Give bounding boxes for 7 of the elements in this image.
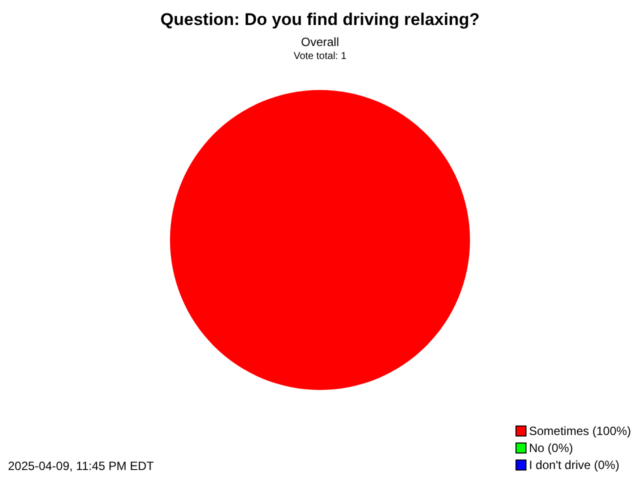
text: Vote total: 1 xyxy=(294,51,347,62)
chart-subtitle: Overall xyxy=(300,35,340,49)
legend-label: Sometimes (100%) xyxy=(529,424,632,438)
legend-label: I don't drive (0%) xyxy=(529,458,620,472)
text: 2025-04-09, 11:45 PM EDT xyxy=(8,459,155,473)
chart-title: Question: Do you find driving relaxing? xyxy=(160,10,480,29)
legend-label: No (0%) xyxy=(529,441,574,455)
